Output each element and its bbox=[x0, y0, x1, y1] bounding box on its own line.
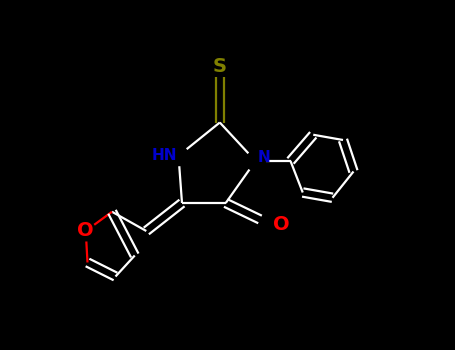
Circle shape bbox=[78, 223, 94, 239]
Text: HN: HN bbox=[151, 148, 177, 163]
Circle shape bbox=[171, 148, 187, 163]
Circle shape bbox=[262, 216, 278, 232]
Text: S: S bbox=[213, 57, 227, 76]
Text: O: O bbox=[273, 215, 290, 233]
Text: N: N bbox=[257, 150, 270, 165]
Circle shape bbox=[248, 153, 263, 169]
Text: O: O bbox=[77, 222, 94, 240]
Circle shape bbox=[212, 58, 228, 75]
